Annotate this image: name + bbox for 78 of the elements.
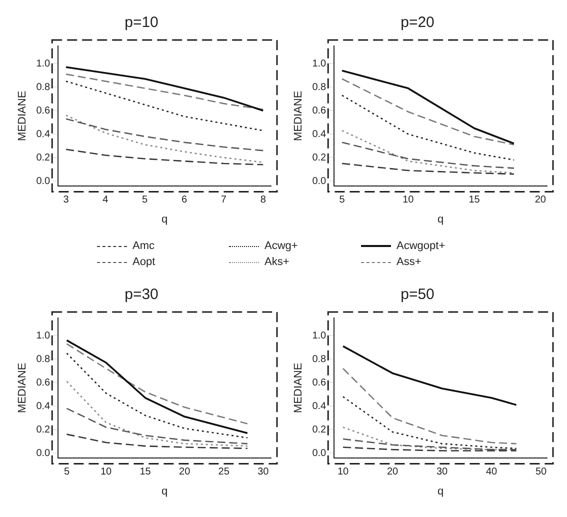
- y-tick-label: 0.0: [312, 176, 327, 187]
- y-tick-label: 0.8: [312, 354, 327, 365]
- chart-title: p=50: [400, 286, 434, 304]
- line-series: [341, 142, 515, 169]
- line-series: [341, 94, 515, 161]
- x-tick-label: 20: [386, 466, 399, 478]
- x-axis-title: q: [437, 213, 444, 226]
- x-tick-label: 20: [534, 194, 546, 206]
- line-series: [66, 408, 248, 444]
- x-tick-label: 5: [142, 194, 148, 206]
- line-series: [65, 114, 264, 163]
- line-series: [65, 80, 264, 132]
- y-tick-label: 0.4: [312, 128, 327, 140]
- y-tick-label: 0.8: [312, 82, 327, 93]
- y-tick-label: 0.2: [36, 152, 51, 164]
- y-tick-label: 0.6: [312, 377, 327, 388]
- y-tick-label: 0.8: [36, 82, 51, 93]
- legend-label: Acwgopt+: [396, 240, 446, 252]
- x-tick-label: 3: [63, 194, 70, 206]
- x-tick-label: 15: [140, 466, 152, 478]
- x-tick-label: 30: [258, 466, 270, 478]
- x-tick-label: 8: [260, 194, 266, 206]
- y-tick-label: 1.0: [36, 330, 51, 342]
- x-tick-label: 5: [339, 194, 346, 206]
- x-tick-label: 4: [102, 194, 109, 206]
- y-tick-label: 0.2: [36, 424, 51, 436]
- legend-label: Acwg+: [264, 240, 298, 252]
- y-tick-label: 0.8: [36, 354, 51, 365]
- line-series: [342, 368, 517, 444]
- y-tick-label: 0.6: [312, 105, 327, 116]
- y-tick-label: 1.0: [36, 58, 51, 70]
- x-tick-label: 5: [64, 466, 70, 478]
- x-tick-label: 10: [402, 194, 414, 206]
- x-tick-label: 20: [179, 466, 191, 478]
- legend-label: Ass+: [396, 256, 422, 268]
- y-tick-label: 0.4: [36, 128, 51, 140]
- y-tick-label: 0.4: [312, 400, 327, 412]
- chart-title: p=20: [400, 14, 434, 32]
- x-tick-label: 40: [486, 466, 498, 478]
- x-axis-title: q: [437, 485, 444, 498]
- x-tick-label: 15: [468, 194, 480, 206]
- y-tick-label: 1.0: [312, 58, 327, 70]
- line-series: [66, 352, 248, 438]
- line-series: [65, 118, 264, 152]
- x-axis-title: q: [161, 485, 168, 498]
- line-series: [342, 438, 517, 450]
- line-series: [66, 380, 248, 447]
- y-tick-label: 0.4: [36, 400, 51, 412]
- chart-title: p=30: [124, 286, 158, 304]
- x-tick-label: 25: [218, 466, 230, 478]
- legend-label: Amc: [132, 240, 154, 252]
- x-tick-label: 50: [535, 466, 548, 478]
- x-tick-label: 7: [220, 194, 227, 206]
- legend-label: Aks+: [264, 256, 290, 268]
- line-series: [341, 162, 515, 175]
- y-tick-label: 0.2: [312, 424, 327, 436]
- line-series: [66, 434, 248, 450]
- y-axis-title: MEDIANE: [16, 90, 29, 141]
- y-tick-label: 0.2: [312, 152, 327, 164]
- x-axis-title: q: [161, 213, 168, 226]
- y-axis-title: MEDIANE: [292, 90, 305, 141]
- y-axis-title: MEDIANE: [292, 362, 305, 413]
- x-tick-label: 10: [337, 466, 350, 478]
- line-series: [65, 148, 264, 166]
- chart-title: p=10: [124, 14, 158, 32]
- y-tick-label: 0.6: [36, 377, 51, 388]
- y-axis-title: MEDIANE: [16, 362, 29, 413]
- line-series: [65, 74, 264, 110]
- y-tick-label: 1.0: [312, 330, 327, 342]
- legend-label: Aopt: [132, 256, 156, 268]
- x-tick-label: 10: [100, 466, 112, 478]
- x-tick-label: 30: [436, 466, 448, 478]
- y-tick-label: 0.0: [312, 448, 327, 459]
- y-tick-label: 0.0: [36, 176, 51, 187]
- x-tick-label: 6: [181, 194, 188, 206]
- y-tick-label: 0.0: [36, 448, 51, 459]
- line-series: [342, 396, 517, 450]
- y-tick-label: 0.6: [36, 105, 51, 116]
